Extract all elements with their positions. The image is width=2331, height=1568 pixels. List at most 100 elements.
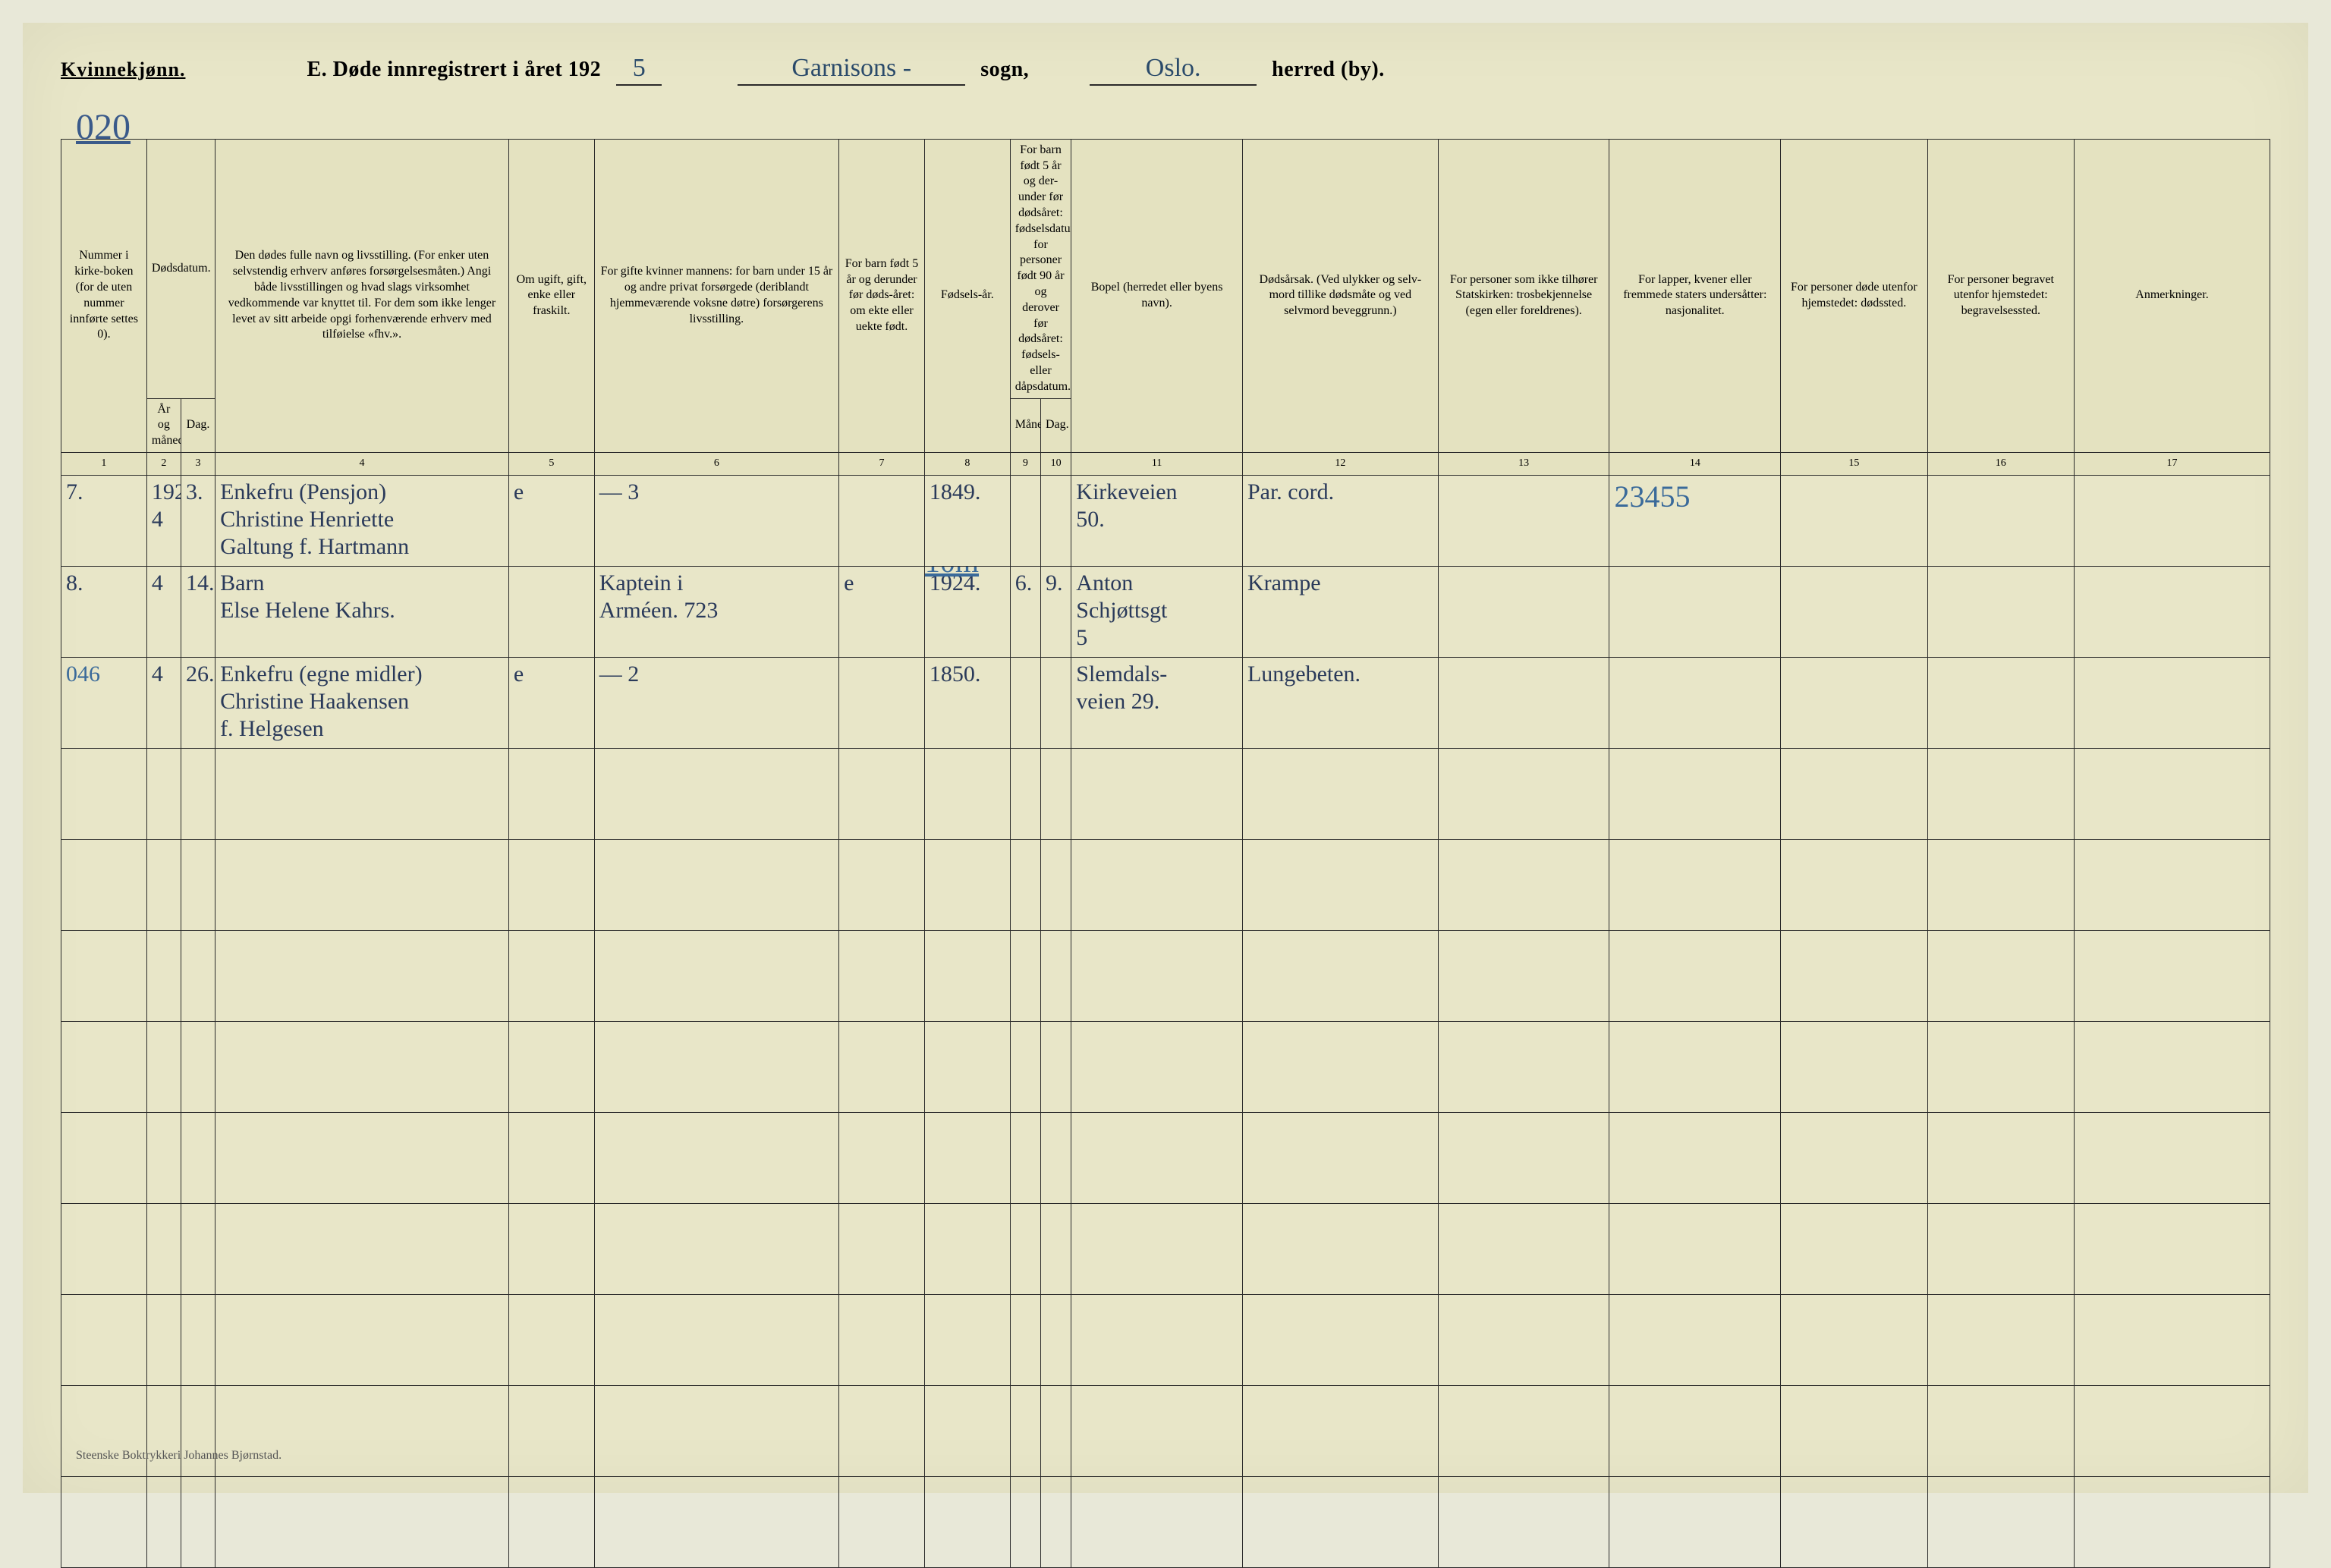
col-number: 2: [146, 452, 181, 475]
col-header: For lapper, kvener eller fremmede stater…: [1609, 139, 1781, 452]
cell-anm: [2074, 566, 2270, 657]
table-row-empty: [61, 1476, 2270, 1567]
col-number: 16: [1927, 452, 2074, 475]
col-subheader: År og måned.: [146, 398, 181, 452]
col-number: 14: [1609, 452, 1781, 475]
cell-ekte: e: [839, 566, 925, 657]
table-row-empty: [61, 1021, 2270, 1112]
cell-bm: 6.: [1010, 566, 1040, 657]
cell-bsted: [1927, 475, 2074, 566]
gender-label: Kvinnekjønn.: [61, 58, 185, 81]
cell-status: [508, 566, 594, 657]
cell-dsted: [1781, 475, 1927, 566]
col-number: 10: [1041, 452, 1071, 475]
cell-faith: [1438, 657, 1609, 748]
col-header: For personer døde utenfor hjemstedet: dø…: [1781, 139, 1927, 452]
col-number: 17: [2074, 452, 2270, 475]
cell-bopel: Kirkeveien50.: [1071, 475, 1243, 566]
col-header: For gifte kvinner mannens: for barn unde…: [594, 139, 838, 452]
year-suffix: 5: [616, 53, 662, 86]
sogn-value: Garnisons -: [738, 53, 965, 86]
cell-bsted: [1927, 657, 2074, 748]
col-number: 7: [839, 452, 925, 475]
cell-bopel: Slemdals-veien 29.: [1071, 657, 1243, 748]
table-row-empty: [61, 1112, 2270, 1203]
cell-cause: Lungebeten.: [1242, 657, 1438, 748]
cell-dsted: [1781, 657, 1927, 748]
col-number: 3: [181, 452, 215, 475]
cell-bsted: [1927, 566, 2074, 657]
cell-status: e: [508, 657, 594, 748]
col-subheader: Dag.: [1041, 398, 1071, 452]
cell-birth: 1849.: [924, 475, 1010, 566]
col-header: Om ugift, gift, enke eller fraskilt.: [508, 139, 594, 452]
cell-year: 19254: [146, 475, 181, 566]
col-header: Nummer i kirke-boken (for de uten nummer…: [61, 139, 147, 452]
cell-bd: 9.: [1041, 566, 1071, 657]
header-line: Kvinnekjønn. E. Døde innregistrert i åre…: [61, 53, 2270, 86]
col-header: For barn født 5 år og der-under før døds…: [1010, 139, 1071, 398]
cell-cause: Par. cord.: [1242, 475, 1438, 566]
cell-nat: 23455: [1609, 475, 1781, 566]
table-row-empty: [61, 1294, 2270, 1385]
cell-anm: [2074, 475, 2270, 566]
cell-day: 3.: [181, 475, 215, 566]
printer-footer: Steenske Boktrykkeri Johannes Bjørnstad.: [76, 1449, 282, 1463]
cell-faith: [1438, 475, 1609, 566]
col-number: 13: [1438, 452, 1609, 475]
cell-nat: [1609, 657, 1781, 748]
cell-status: e: [508, 475, 594, 566]
col-header: Anmerkninger.: [2074, 139, 2270, 452]
ledger-table: Nummer i kirke-boken (for de uten nummer…: [61, 139, 2270, 1568]
herred-value: Oslo.: [1090, 53, 1257, 86]
table-row: 7. 19254 3. Enkefru (Pensjon)Christine H…: [61, 475, 2270, 566]
col-header: For barn født 5 år og derunder før døds-…: [839, 139, 925, 452]
cell-num: 8.: [61, 566, 147, 657]
table-header: Nummer i kirke-boken (for de uten nummer…: [61, 139, 2270, 475]
col-number: 6: [594, 452, 838, 475]
table-row-empty: [61, 1385, 2270, 1476]
col-subheader: Måned.: [1010, 398, 1040, 452]
col-number: 5: [508, 452, 594, 475]
cell-bd: [1041, 475, 1071, 566]
table-row-empty: [61, 930, 2270, 1021]
col-number: 8: [924, 452, 1010, 475]
corner-annotation: 020: [76, 106, 131, 148]
cell-birth: 1924. 010m: [924, 566, 1010, 657]
cell-name: Enkefru (egne midler)Christine Haakensen…: [215, 657, 509, 748]
cell-ekte: [839, 475, 925, 566]
title-prefix: E. Døde innregistrert i året 192: [307, 58, 601, 82]
cell-bopel: AntonSchjøttsgt5: [1071, 566, 1243, 657]
table-row-empty: [61, 1203, 2270, 1294]
cell-day: 14.: [181, 566, 215, 657]
cell-day: 26.: [181, 657, 215, 748]
cell-name: BarnElse Helene Kahrs.: [215, 566, 509, 657]
cell-nat: [1609, 566, 1781, 657]
col-header: For personer som ikke tilhører Statskirk…: [1438, 139, 1609, 452]
sogn-label: sogn,: [980, 58, 1029, 82]
col-number: 12: [1242, 452, 1438, 475]
table-row: 046 4 26. Enkefru (egne midler)Christine…: [61, 657, 2270, 748]
col-number: 15: [1781, 452, 1927, 475]
cell-bm: [1010, 657, 1040, 748]
ledger-page: Kvinnekjønn. E. Døde innregistrert i åre…: [23, 23, 2308, 1493]
cell-year: 4: [146, 657, 181, 748]
col-header: Dødsårsak. (Ved ulykker og selv-mord til…: [1242, 139, 1438, 452]
cell-anm: [2074, 657, 2270, 748]
cell-num: 7.: [61, 475, 147, 566]
table-row-empty: [61, 748, 2270, 839]
cell-faith: [1438, 566, 1609, 657]
cell-birth: 1850.: [924, 657, 1010, 748]
cell-num: 046: [61, 657, 147, 748]
cell-bm: [1010, 475, 1040, 566]
col-header: Fødsels-år.: [924, 139, 1010, 452]
table-row-empty: [61, 839, 2270, 930]
col-number: 4: [215, 452, 509, 475]
cell-cause: Krampe: [1242, 566, 1438, 657]
cell-ekte: [839, 657, 925, 748]
blue-annotation: 010m: [924, 566, 979, 580]
col-header: Dødsdatum.: [146, 139, 215, 398]
col-number: 11: [1071, 452, 1243, 475]
cell-year: 4: [146, 566, 181, 657]
col-header: Den dødes fulle navn og livsstilling. (F…: [215, 139, 509, 452]
